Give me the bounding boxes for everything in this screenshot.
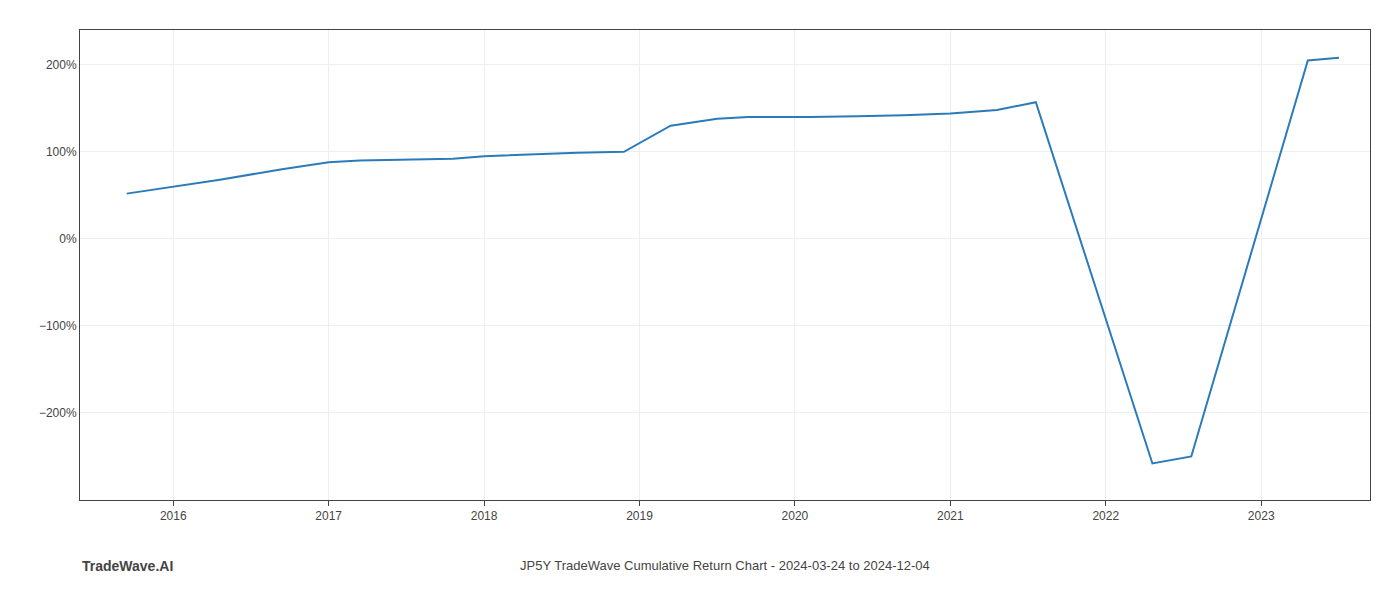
svg-text:2018: 2018 — [471, 509, 498, 523]
svg-text:JP5Y TradeWave Cumulative Retu: JP5Y TradeWave Cumulative Return Chart -… — [520, 558, 930, 573]
svg-text:200%: 200% — [46, 58, 77, 72]
svg-text:2016: 2016 — [160, 509, 187, 523]
svg-text:2020: 2020 — [782, 509, 809, 523]
svg-text:2021: 2021 — [937, 509, 964, 523]
svg-text:100%: 100% — [46, 145, 77, 159]
svg-text:2023: 2023 — [1248, 509, 1275, 523]
svg-text:0%: 0% — [59, 232, 77, 246]
svg-text:TradeWave.AI: TradeWave.AI — [82, 558, 173, 574]
svg-text:−200%: −200% — [39, 406, 77, 420]
svg-text:2019: 2019 — [626, 509, 653, 523]
svg-text:−100%: −100% — [39, 319, 77, 333]
svg-text:2017: 2017 — [315, 509, 342, 523]
svg-text:2022: 2022 — [1092, 509, 1119, 523]
